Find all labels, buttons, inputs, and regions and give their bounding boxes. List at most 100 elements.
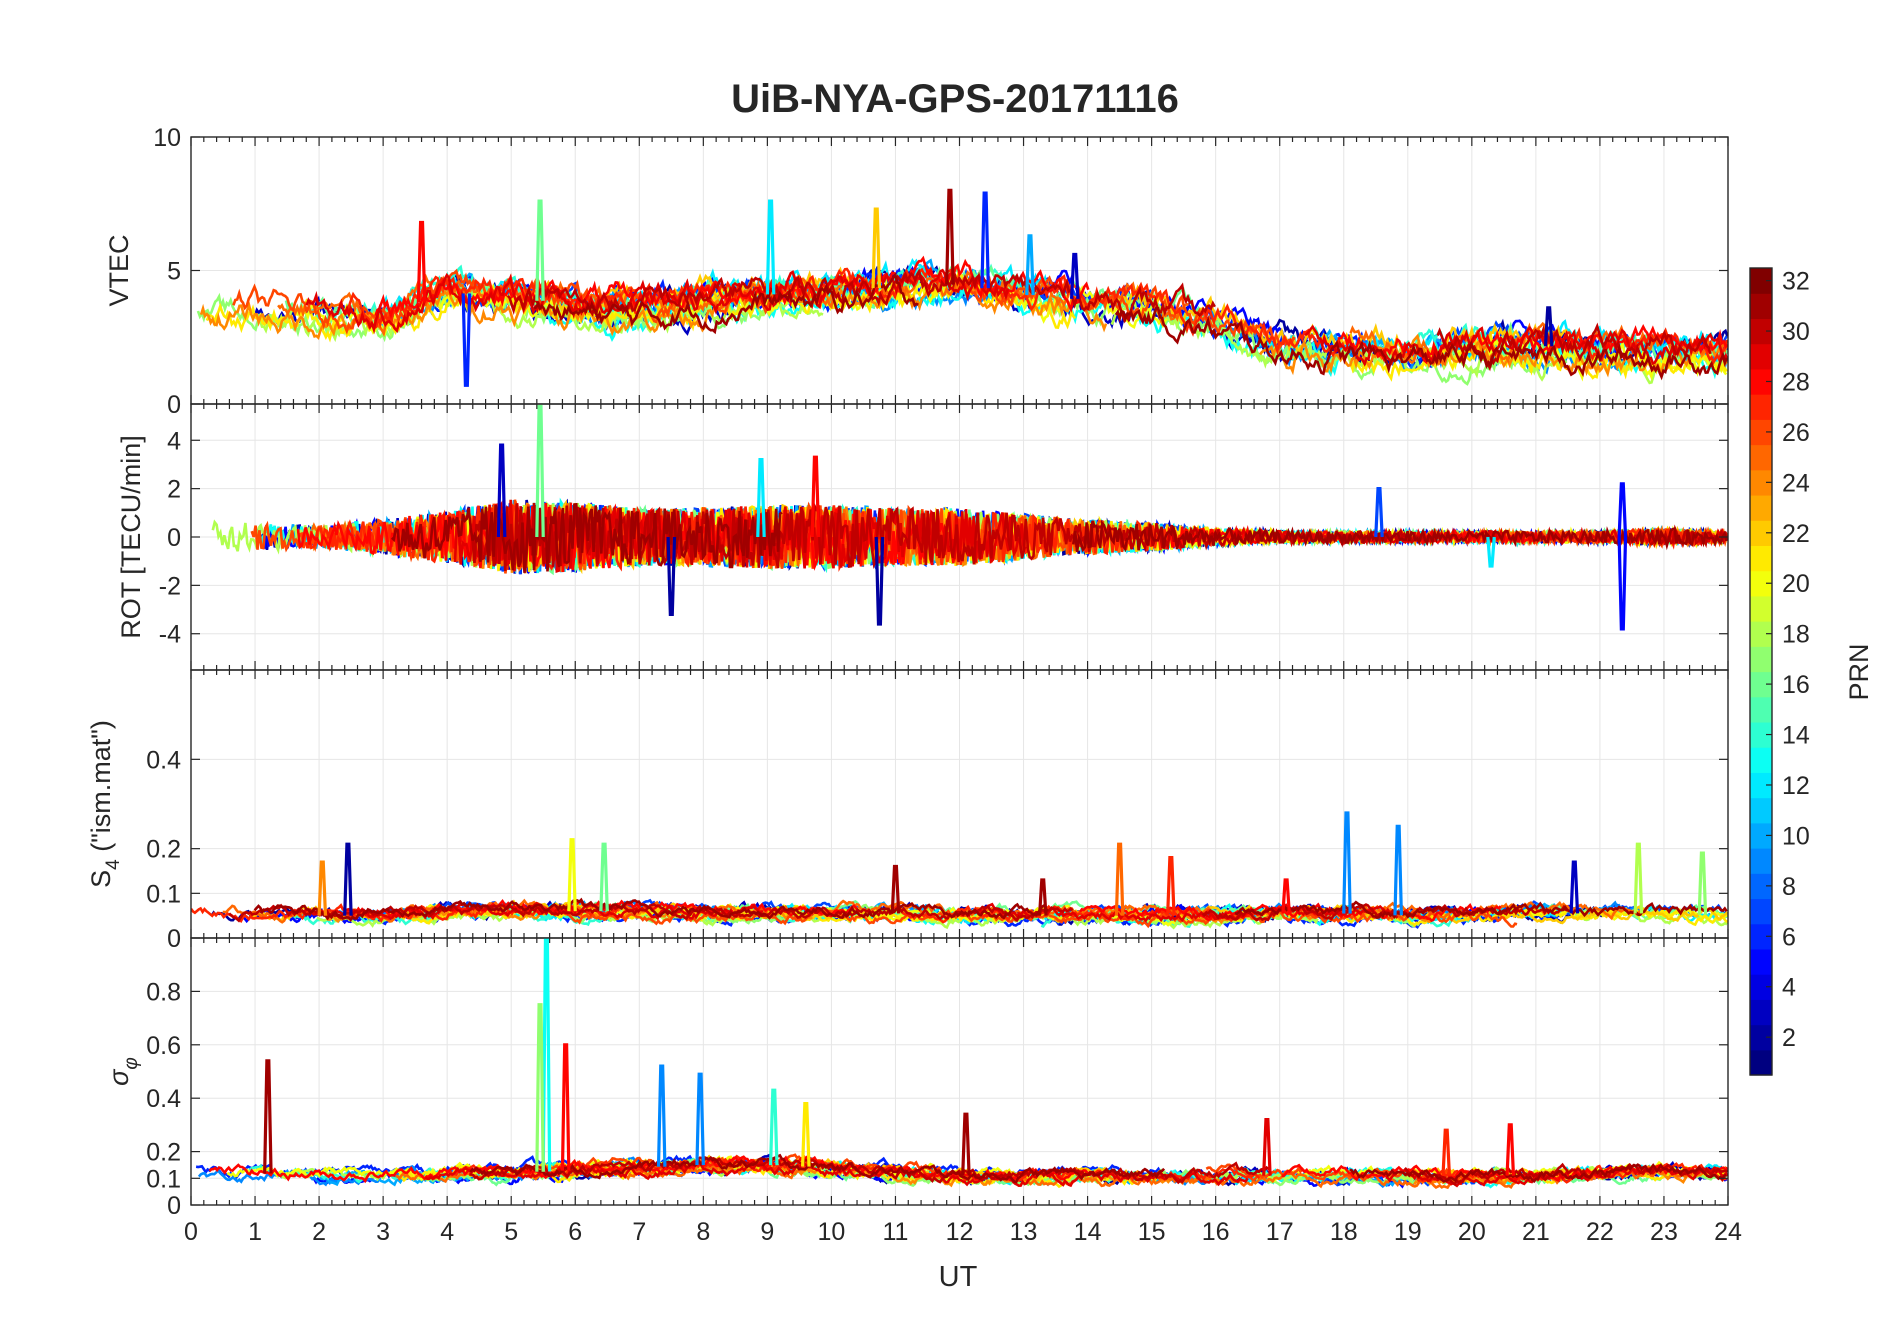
- panel-sigma: 00.10.2 0.4 0.6 0.8 σφ: [104, 937, 1729, 1220]
- x-tick-label-12: 12: [946, 1218, 974, 1246]
- y-axis-label-s4: S4 ("ism.mat"): [86, 720, 124, 888]
- y-tick-label-rot-2: 0: [167, 524, 181, 552]
- colorbar-tick-label-18: 18: [1782, 621, 1810, 649]
- spike-rot-1: [535, 404, 545, 538]
- x-axis-label: UT: [939, 1261, 978, 1293]
- y-tick-labels-s4: 0 0.1 0.2 0.4: [146, 746, 181, 953]
- spike-sigma-9: [1441, 1128, 1452, 1176]
- x-tick-label-15: 15: [1138, 1218, 1166, 1246]
- spike-s4-11: [1037, 878, 1048, 916]
- colorbar-swatch-6: [1750, 923, 1772, 950]
- series-s4-prn-29-arc2: [977, 902, 1399, 923]
- y-tick-label-s4-2: 0.2: [146, 836, 181, 864]
- colorbar-swatch-1: [1750, 1049, 1772, 1076]
- panel-rot: -4 -2 0 2 4 ROT [TECU/min]: [116, 403, 1729, 671]
- x-axis-tick-labels: 0 1 2 3 4 5 6 7 8 9 10 11 12 13 14 15 16 17 18 19 20 21 22 23 24: [184, 1218, 1742, 1246]
- colorbar-swatch-18: [1750, 621, 1772, 647]
- series-rot: [211, 404, 1728, 631]
- colorbar-tick-label-20: 20: [1782, 570, 1810, 598]
- spike-rot-9: [1486, 536, 1496, 568]
- series-vtec-prn-31-arc2: [1114, 306, 1728, 381]
- y-tick-labels-rot: -4 -2 0 2 4: [159, 427, 181, 648]
- spike-rot-5: [1374, 487, 1384, 538]
- x-tick-label-18: 18: [1330, 1218, 1358, 1246]
- spike-rot-8: [756, 458, 766, 538]
- series-s4-prn-25: [222, 898, 1219, 924]
- y-tick-label-rot-1: -2: [159, 572, 181, 600]
- x-tick-label-20: 20: [1458, 1218, 1486, 1246]
- x-tick-label-21: 21: [1522, 1218, 1550, 1246]
- series-sigma-prn-31: [469, 1153, 1166, 1184]
- series-sigma-prn-31-arc2: [1349, 1162, 1727, 1184]
- spike-s4-6: [1342, 811, 1352, 914]
- spike-s4-0: [343, 842, 353, 916]
- spike-vtec-0: [416, 220, 427, 303]
- y-tick-labels-vtec: 0 5 10: [153, 124, 181, 419]
- series-vtec-prn-31: [533, 272, 919, 335]
- spike-sigma-4: [656, 1064, 667, 1167]
- spike-sigma-0: [263, 1059, 273, 1174]
- x-tick-label-5: 5: [504, 1218, 518, 1246]
- spike-s4-1: [317, 860, 328, 916]
- series-s4-prn-25-arc2: [1356, 900, 1649, 921]
- colorbar-tick-label-4: 4: [1782, 974, 1796, 1002]
- colorbar-swatch-31: [1750, 293, 1772, 320]
- spike-s4-2: [567, 838, 577, 912]
- spike-vtec-5: [980, 191, 990, 289]
- colorbar-tick-label-2: 2: [1782, 1024, 1796, 1052]
- colorbar-swatch-3: [1750, 999, 1772, 1026]
- spike-s4-9: [1697, 851, 1708, 915]
- colorbar-swatch-14: [1750, 721, 1772, 748]
- grid-s4: [191, 670, 1728, 939]
- colorbar-swatch-4: [1750, 974, 1772, 1000]
- ticks-s4: [190, 670, 1729, 939]
- y-tick-label-sigma-3: 0.4: [146, 1085, 181, 1113]
- colorbar-tick-label-10: 10: [1782, 822, 1810, 850]
- spike-rot-6: [666, 536, 677, 616]
- spike-sigma-7: [800, 1101, 811, 1167]
- chart-title: UiB-NYA-GPS-20171116: [731, 77, 1179, 121]
- y-tick-label-s4-0: 0: [167, 925, 181, 953]
- spike-vtec-7: [1025, 234, 1035, 296]
- y-tick-label-rot-3: 2: [167, 476, 181, 504]
- colorbar-swatch-16: [1750, 671, 1772, 698]
- spike-sigma-1: [541, 938, 552, 1172]
- colorbar-swatch-25: [1750, 444, 1772, 471]
- x-tick-label-13: 13: [1010, 1218, 1038, 1246]
- panel-vtec: 0 5 10 VTEC: [104, 124, 1729, 419]
- spike-rot-4: [1617, 482, 1628, 538]
- y-axis-label-rot: ROT [TECU/min]: [116, 435, 146, 639]
- x-tick-label-7: 7: [632, 1218, 646, 1246]
- spike-s4-5: [1166, 855, 1176, 916]
- colorbar-swatch-26: [1750, 419, 1772, 446]
- colorbar-swatch-15: [1750, 696, 1772, 723]
- colorbar-swatch-2: [1750, 1024, 1772, 1051]
- series-s4-prn-31: [253, 897, 1049, 922]
- x-tick-label-14: 14: [1074, 1218, 1102, 1246]
- x-tick-label-0: 0: [184, 1218, 198, 1246]
- x-tick-label-22: 22: [1586, 1218, 1614, 1246]
- colorbar-swatch-32: [1750, 268, 1772, 294]
- spike-rot-0: [496, 443, 507, 538]
- colorbar-swatch-19: [1750, 595, 1772, 622]
- x-tick-label-19: 19: [1394, 1218, 1422, 1246]
- y-tick-label-sigma-2: 0.2: [146, 1139, 181, 1167]
- colorbar-swatch-7: [1750, 898, 1772, 925]
- y-tick-label-vtec-2: 10: [153, 124, 181, 152]
- y-tick-label-vtec-0: 0: [167, 391, 181, 419]
- x-tick-label-1: 1: [248, 1218, 262, 1246]
- x-tick-label-17: 17: [1266, 1218, 1294, 1246]
- spike-rot-3: [1617, 536, 1628, 631]
- spike-vtec-1: [461, 293, 472, 387]
- colorbar-frame: [1749, 267, 1773, 1076]
- x-tick-label-10: 10: [818, 1218, 846, 1246]
- colorbar-swatch-23: [1750, 494, 1772, 521]
- x-tick-label-3: 3: [376, 1218, 390, 1246]
- x-tick-label-2: 2: [312, 1218, 326, 1246]
- y-tick-label-sigma-4: 0.6: [146, 1032, 181, 1060]
- x-tick-label-6: 6: [568, 1218, 582, 1246]
- colorbar-swatch-27: [1750, 394, 1772, 420]
- colorbar-tick-label-30: 30: [1782, 318, 1810, 346]
- colorbar-swatch-29: [1750, 343, 1772, 370]
